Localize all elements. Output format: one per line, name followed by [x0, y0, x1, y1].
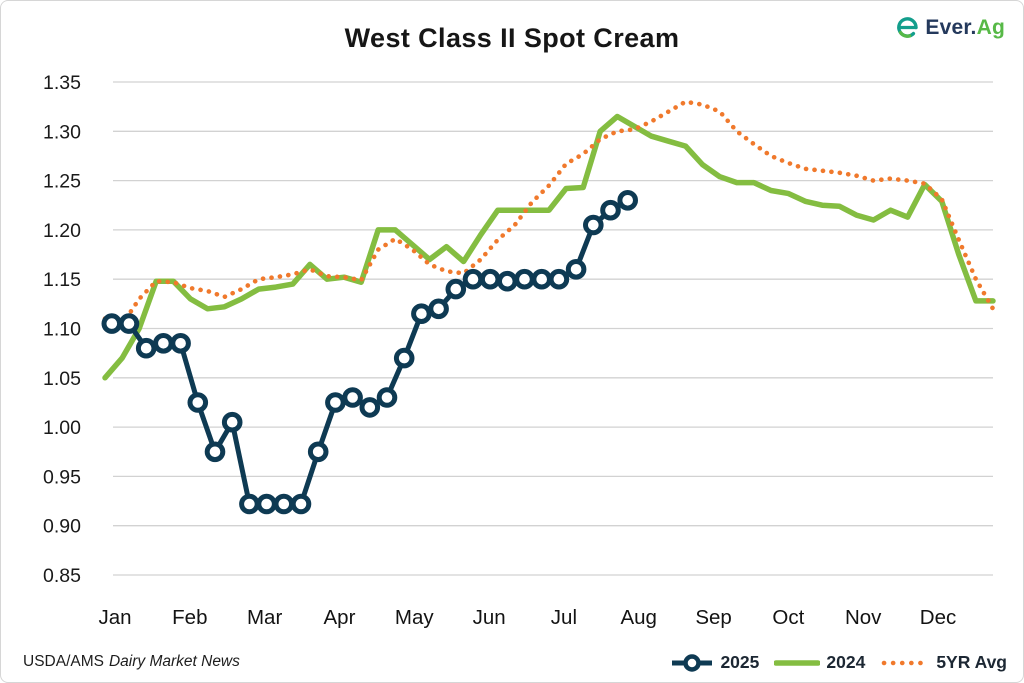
svg-text:0.85: 0.85 [43, 565, 81, 587]
logo-text-ever: Ever. [925, 15, 977, 39]
svg-text:Nov: Nov [845, 606, 882, 629]
svg-text:1.25: 1.25 [43, 171, 81, 193]
y-axis-labels: 1.35 1.30 1.25 1.20 1.15 1.10 1.05 1.00 0.95 0.90… [43, 72, 81, 587]
svg-text:0.90: 0.90 [43, 516, 81, 538]
legend-item-2025[interactable]: 2025 [670, 652, 759, 673]
svg-text:1.10: 1.10 [43, 319, 81, 341]
source-attribution: USDA/AMS Dairy Market News [23, 653, 240, 671]
svg-text:1.35: 1.35 [43, 72, 81, 94]
svg-text:Dec: Dec [920, 606, 956, 629]
ever-ag-e-icon [897, 17, 919, 38]
chart-legend: 2025 2024 5YR Avg [670, 652, 1007, 673]
logo-text-ag: Ag [976, 15, 1005, 39]
series-2024-line [102, 113, 996, 381]
svg-text:0.95: 0.95 [43, 466, 81, 488]
legend-item-2024[interactable]: 2024 [774, 652, 865, 673]
x-axis-labels: Jan Feb Mar Apr May Jun Jul Aug Sep Oct Nov Dec [98, 606, 956, 629]
svg-text:Sep: Sep [695, 606, 731, 629]
svg-text:1.00: 1.00 [43, 417, 81, 439]
legend-item-5yr-avg[interactable]: 5YR Avg [880, 652, 1007, 673]
svg-text:1.30: 1.30 [43, 121, 81, 143]
page-title: West Class II Spot Cream [344, 23, 680, 53]
svg-text:1.20: 1.20 [43, 220, 81, 242]
source-agency: USDA/AMS [23, 653, 104, 670]
svg-text:Jun: Jun [473, 606, 506, 629]
svg-text:1.05: 1.05 [43, 368, 81, 390]
svg-text:Jul: Jul [551, 606, 577, 629]
source-publication: Dairy Market News [108, 653, 240, 670]
svg-text:May: May [395, 606, 434, 629]
svg-text:Aug: Aug [620, 606, 656, 629]
series-2025-markers [101, 190, 639, 515]
legend-marker-2024-line [774, 659, 821, 666]
legend-label-2025: 2025 [720, 652, 760, 672]
svg-text:Apr: Apr [324, 606, 356, 629]
svg-text:Oct: Oct [772, 606, 804, 629]
spot-cream-line-chart: 1.35 1.30 1.25 1.20 1.15 1.10 1.05 1.00 0.95 0.90… [43, 72, 996, 629]
series-5yr-avg-line [102, 99, 996, 327]
legend-marker-2025-line-circle [672, 653, 713, 672]
svg-text:1.15: 1.15 [43, 269, 81, 291]
legend-label-5yr-avg: 5YR Avg [936, 652, 1007, 672]
svg-text:Mar: Mar [247, 606, 282, 629]
legend-marker-5yr-dotted [882, 660, 931, 665]
svg-text:Feb: Feb [172, 606, 207, 629]
svg-text:Jan: Jan [98, 606, 131, 629]
legend-label-2024: 2024 [826, 652, 866, 672]
ever-ag-logo: Ever.Ag [894, 14, 1005, 41]
logo-text: Ever.Ag [925, 16, 1005, 40]
series-2025-line [111, 198, 629, 507]
